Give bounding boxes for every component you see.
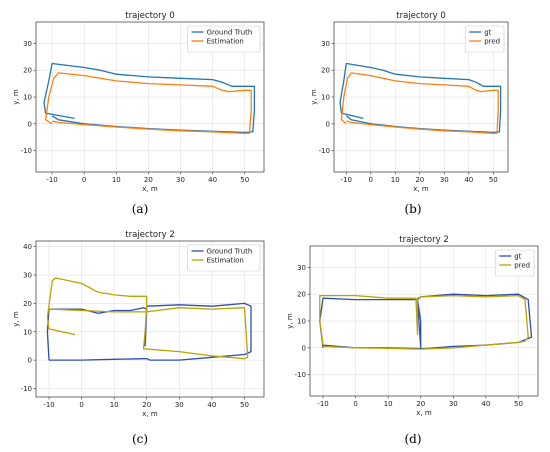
- panel-label-b: (b): [404, 202, 422, 216]
- x-tick-label: 0: [353, 400, 357, 408]
- plot-frame: [35, 21, 265, 173]
- y-tick-label: 30: [23, 272, 32, 280]
- y-tick-label: -10: [21, 147, 32, 155]
- chart-title: trajectory 0: [125, 11, 174, 21]
- panel-label-a: (a): [131, 202, 149, 216]
- x-axis-label: x, m: [142, 410, 158, 418]
- legend-label: Estimation: [207, 257, 244, 265]
- x-tick-label: 0: [79, 401, 83, 409]
- y-tick-label: 30: [321, 40, 330, 48]
- x-tick-label: 40: [481, 400, 490, 408]
- chart-c: trajectory 2 -10 0 10 20 30 40 50 -10 0 10 20 30 40 x,…: [12, 230, 265, 418]
- series-line-estimation: [44, 72, 252, 135]
- x-tick-label: 50: [489, 176, 498, 184]
- x-tick-label: 10: [384, 400, 393, 408]
- x-tick-label: 40: [207, 401, 216, 409]
- legend-label: gt: [514, 253, 521, 261]
- x-tick-label: 20: [416, 400, 425, 408]
- panel-label-c: (c): [131, 432, 149, 446]
- y-axis-label: y, m: [286, 313, 294, 329]
- x-axis-label: x, m: [416, 409, 432, 417]
- legend-label: pred: [514, 262, 530, 270]
- chart-a: trajectory 0 -10 0 10 20 30 40 50 -10 0 10 20 30 x, m…: [12, 11, 265, 193]
- y-axis-label: y, m: [310, 89, 318, 105]
- x-tick-label: 20: [144, 176, 153, 184]
- chart-b: trajectory 0 -10 0 10 20 30 40 50 -10 0 10 20 30 x, m…: [310, 11, 509, 193]
- y-tick-label: 10: [23, 328, 32, 336]
- x-tick-label: 40: [464, 176, 473, 184]
- plot-frame: [333, 21, 509, 173]
- plot-frame: [309, 245, 539, 397]
- x-tick-label: 50: [240, 176, 249, 184]
- chart-title: trajectory 0: [396, 11, 445, 21]
- x-axis-label: x, m: [142, 185, 158, 193]
- legend-label: Estimation: [207, 38, 244, 46]
- series-line-ground-truth: [43, 62, 256, 134]
- y-tick-label: -10: [319, 147, 330, 155]
- x-tick-label: 20: [142, 401, 151, 409]
- legend-box: [187, 244, 261, 272]
- x-tick-label: 10: [391, 176, 400, 184]
- legend-label: Ground Truth: [207, 248, 253, 256]
- y-tick-label: 0: [326, 120, 330, 128]
- x-tick-label: 10: [112, 176, 121, 184]
- chart-d: trajectory 2 -10 0 10 20 30 40 50 -10 0 10 20 30 x, m…: [286, 235, 539, 417]
- series-line-ground-truth: [319, 293, 533, 350]
- panel-label-d: (d): [404, 432, 422, 446]
- y-tick-label: 10: [23, 94, 32, 102]
- y-tick-label: -10: [21, 385, 32, 393]
- y-tick-label: 40: [23, 243, 32, 251]
- y-tick-label: 0: [28, 120, 32, 128]
- x-tick-label: 30: [175, 401, 184, 409]
- x-tick-label: 20: [415, 176, 424, 184]
- y-tick-label: 0: [302, 344, 306, 352]
- series-line-estimation: [46, 277, 249, 360]
- x-tick-label: -10: [317, 400, 328, 408]
- x-tick-label: 30: [440, 176, 449, 184]
- x-tick-label: 30: [176, 176, 185, 184]
- x-tick-label: 50: [514, 400, 523, 408]
- legend-box: [187, 25, 261, 53]
- x-tick-label: -10: [46, 176, 57, 184]
- x-tick-label: -10: [341, 176, 352, 184]
- x-tick-label: 40: [208, 176, 217, 184]
- plot-frame: [35, 240, 265, 398]
- legend-label: gt: [484, 29, 491, 37]
- series-line-estimation: [319, 294, 529, 350]
- series-line-estimation: [340, 72, 499, 135]
- y-tick-label: 20: [321, 67, 330, 75]
- y-axis-label: y, m: [12, 89, 20, 105]
- x-tick-label: 0: [369, 176, 373, 184]
- y-tick-label: 20: [23, 300, 32, 308]
- y-tick-label: 10: [321, 94, 330, 102]
- legend-label: Ground Truth: [207, 29, 253, 37]
- series-line-ground-truth: [46, 302, 252, 361]
- x-axis-label: x, m: [413, 185, 429, 193]
- chart-title: trajectory 2: [125, 230, 174, 240]
- chart-title: trajectory 2: [399, 235, 448, 245]
- y-tick-label: 30: [297, 264, 306, 272]
- x-tick-label: 30: [449, 400, 458, 408]
- y-tick-label: -10: [295, 371, 306, 379]
- y-tick-label: 30: [23, 40, 32, 48]
- y-axis-label: y, m: [12, 311, 20, 327]
- x-tick-label: 0: [82, 176, 86, 184]
- x-tick-label: 10: [110, 401, 119, 409]
- series-line-ground-truth: [339, 62, 502, 134]
- y-tick-label: 0: [28, 357, 32, 365]
- y-tick-label: 20: [297, 291, 306, 299]
- x-tick-label: 50: [240, 401, 249, 409]
- legend-label: pred: [484, 38, 500, 46]
- y-tick-label: 20: [23, 67, 32, 75]
- y-tick-label: 10: [297, 318, 306, 326]
- x-tick-label: -10: [43, 401, 54, 409]
